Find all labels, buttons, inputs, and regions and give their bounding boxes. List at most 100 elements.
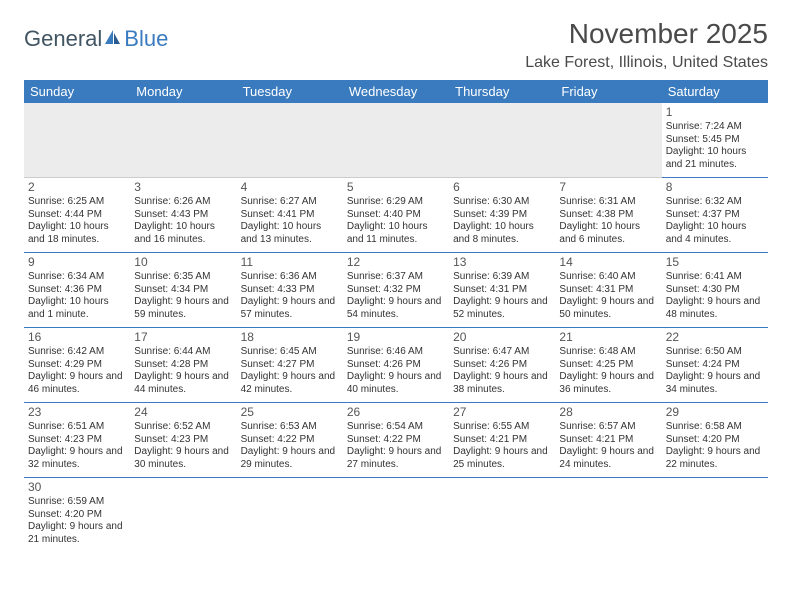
sunrise-text: Sunrise: 6:42 AM xyxy=(28,346,126,359)
sunset-text: Sunset: 4:33 PM xyxy=(241,284,339,297)
calendar-cell: 8Sunrise: 6:32 AMSunset: 4:37 PMDaylight… xyxy=(662,178,768,253)
day-header: Wednesday xyxy=(343,80,449,103)
sunrise-text: Sunrise: 6:29 AM xyxy=(347,196,445,209)
day-header: Friday xyxy=(555,80,661,103)
sunset-text: Sunset: 4:43 PM xyxy=(134,209,232,222)
sunrise-text: Sunrise: 6:51 AM xyxy=(28,421,126,434)
sunrise-text: Sunrise: 6:27 AM xyxy=(241,196,339,209)
daylight-text: Daylight: 10 hours and 13 minutes. xyxy=(241,221,339,246)
sunrise-text: Sunrise: 6:59 AM xyxy=(28,496,126,509)
sunrise-text: Sunrise: 6:36 AM xyxy=(241,271,339,284)
sunset-text: Sunset: 4:28 PM xyxy=(134,359,232,372)
sunrise-text: Sunrise: 6:54 AM xyxy=(347,421,445,434)
sunrise-text: Sunrise: 6:26 AM xyxy=(134,196,232,209)
daylight-text: Daylight: 10 hours and 8 minutes. xyxy=(453,221,551,246)
calendar-cell: 7Sunrise: 6:31 AMSunset: 4:38 PMDaylight… xyxy=(555,178,661,253)
day-number: 11 xyxy=(241,255,339,270)
calendar-week: 16Sunrise: 6:42 AMSunset: 4:29 PMDayligh… xyxy=(24,328,768,403)
sunrise-text: Sunrise: 6:30 AM xyxy=(453,196,551,209)
sunrise-text: Sunrise: 6:50 AM xyxy=(666,346,764,359)
calendar-cell: 13Sunrise: 6:39 AMSunset: 4:31 PMDayligh… xyxy=(449,253,555,328)
day-number: 16 xyxy=(28,330,126,345)
calendar-cell: 3Sunrise: 6:26 AMSunset: 4:43 PMDaylight… xyxy=(130,178,236,253)
daylight-text: Daylight: 9 hours and 50 minutes. xyxy=(559,296,657,321)
day-number: 22 xyxy=(666,330,764,345)
sunrise-text: Sunrise: 6:40 AM xyxy=(559,271,657,284)
daylight-text: Daylight: 10 hours and 4 minutes. xyxy=(666,221,764,246)
day-number: 2 xyxy=(28,180,126,195)
day-number: 30 xyxy=(28,480,126,495)
sunrise-text: Sunrise: 6:58 AM xyxy=(666,421,764,434)
daylight-text: Daylight: 9 hours and 59 minutes. xyxy=(134,296,232,321)
sunset-text: Sunset: 4:38 PM xyxy=(559,209,657,222)
calendar-cell: 14Sunrise: 6:40 AMSunset: 4:31 PMDayligh… xyxy=(555,253,661,328)
daylight-text: Daylight: 9 hours and 46 minutes. xyxy=(28,371,126,396)
sunrise-text: Sunrise: 6:48 AM xyxy=(559,346,657,359)
sunset-text: Sunset: 4:26 PM xyxy=(347,359,445,372)
sunset-text: Sunset: 4:20 PM xyxy=(666,434,764,447)
page-title: November 2025 xyxy=(569,18,768,50)
daylight-text: Daylight: 10 hours and 21 minutes. xyxy=(666,146,764,171)
sunrise-text: Sunrise: 6:53 AM xyxy=(241,421,339,434)
sunrise-text: Sunrise: 6:25 AM xyxy=(28,196,126,209)
daylight-text: Daylight: 9 hours and 22 minutes. xyxy=(666,446,764,471)
calendar-cell: 27Sunrise: 6:55 AMSunset: 4:21 PMDayligh… xyxy=(449,403,555,478)
calendar-cell: 20Sunrise: 6:47 AMSunset: 4:26 PMDayligh… xyxy=(449,328,555,403)
sunset-text: Sunset: 4:21 PM xyxy=(559,434,657,447)
day-number: 27 xyxy=(453,405,551,420)
daylight-text: Daylight: 9 hours and 40 minutes. xyxy=(347,371,445,396)
sunrise-text: Sunrise: 6:34 AM xyxy=(28,271,126,284)
day-number: 19 xyxy=(347,330,445,345)
calendar-cell: 24Sunrise: 6:52 AMSunset: 4:23 PMDayligh… xyxy=(130,403,236,478)
calendar-cell: 12Sunrise: 6:37 AMSunset: 4:32 PMDayligh… xyxy=(343,253,449,328)
day-number: 21 xyxy=(559,330,657,345)
sunset-text: Sunset: 4:29 PM xyxy=(28,359,126,372)
day-number: 7 xyxy=(559,180,657,195)
sunset-text: Sunset: 4:23 PM xyxy=(28,434,126,447)
sunrise-text: Sunrise: 7:24 AM xyxy=(666,121,764,134)
sunset-text: Sunset: 4:24 PM xyxy=(666,359,764,372)
calendar-cell xyxy=(449,103,555,178)
calendar-cell xyxy=(237,103,343,178)
calendar-cell: 9Sunrise: 6:34 AMSunset: 4:36 PMDaylight… xyxy=(24,253,130,328)
sunset-text: Sunset: 4:31 PM xyxy=(453,284,551,297)
sunset-text: Sunset: 4:27 PM xyxy=(241,359,339,372)
day-number: 29 xyxy=(666,405,764,420)
logo-text-1: General xyxy=(24,26,102,52)
day-number: 4 xyxy=(241,180,339,195)
calendar-week: 1Sunrise: 7:24 AMSunset: 5:45 PMDaylight… xyxy=(24,103,768,178)
calendar-cell: 26Sunrise: 6:54 AMSunset: 4:22 PMDayligh… xyxy=(343,403,449,478)
sunrise-text: Sunrise: 6:52 AM xyxy=(134,421,232,434)
day-header-row: SundayMondayTuesdayWednesdayThursdayFrid… xyxy=(24,80,768,103)
day-number: 18 xyxy=(241,330,339,345)
logo-text-2: Blue xyxy=(124,26,168,52)
daylight-text: Daylight: 9 hours and 52 minutes. xyxy=(453,296,551,321)
calendar-cell: 28Sunrise: 6:57 AMSunset: 4:21 PMDayligh… xyxy=(555,403,661,478)
daylight-text: Daylight: 9 hours and 42 minutes. xyxy=(241,371,339,396)
daylight-text: Daylight: 10 hours and 18 minutes. xyxy=(28,221,126,246)
sunrise-text: Sunrise: 6:39 AM xyxy=(453,271,551,284)
day-number: 9 xyxy=(28,255,126,270)
daylight-text: Daylight: 10 hours and 11 minutes. xyxy=(347,221,445,246)
day-number: 17 xyxy=(134,330,232,345)
sunset-text: Sunset: 4:39 PM xyxy=(453,209,551,222)
calendar-cell: 22Sunrise: 6:50 AMSunset: 4:24 PMDayligh… xyxy=(662,328,768,403)
daylight-text: Daylight: 9 hours and 27 minutes. xyxy=(347,446,445,471)
sunrise-text: Sunrise: 6:44 AM xyxy=(134,346,232,359)
calendar-cell xyxy=(343,478,449,553)
calendar-cell: 4Sunrise: 6:27 AMSunset: 4:41 PMDaylight… xyxy=(237,178,343,253)
calendar-week: 23Sunrise: 6:51 AMSunset: 4:23 PMDayligh… xyxy=(24,403,768,478)
sunrise-text: Sunrise: 6:32 AM xyxy=(666,196,764,209)
calendar-cell: 5Sunrise: 6:29 AMSunset: 4:40 PMDaylight… xyxy=(343,178,449,253)
sunset-text: Sunset: 4:23 PM xyxy=(134,434,232,447)
daylight-text: Daylight: 10 hours and 16 minutes. xyxy=(134,221,232,246)
daylight-text: Daylight: 10 hours and 1 minute. xyxy=(28,296,126,321)
day-number: 8 xyxy=(666,180,764,195)
daylight-text: Daylight: 9 hours and 30 minutes. xyxy=(134,446,232,471)
calendar-cell: 25Sunrise: 6:53 AMSunset: 4:22 PMDayligh… xyxy=(237,403,343,478)
calendar-cell: 29Sunrise: 6:58 AMSunset: 4:20 PMDayligh… xyxy=(662,403,768,478)
logo: General Blue xyxy=(24,26,168,52)
location-text: Lake Forest, Illinois, United States xyxy=(24,54,768,72)
daylight-text: Daylight: 9 hours and 57 minutes. xyxy=(241,296,339,321)
sunset-text: Sunset: 4:37 PM xyxy=(666,209,764,222)
